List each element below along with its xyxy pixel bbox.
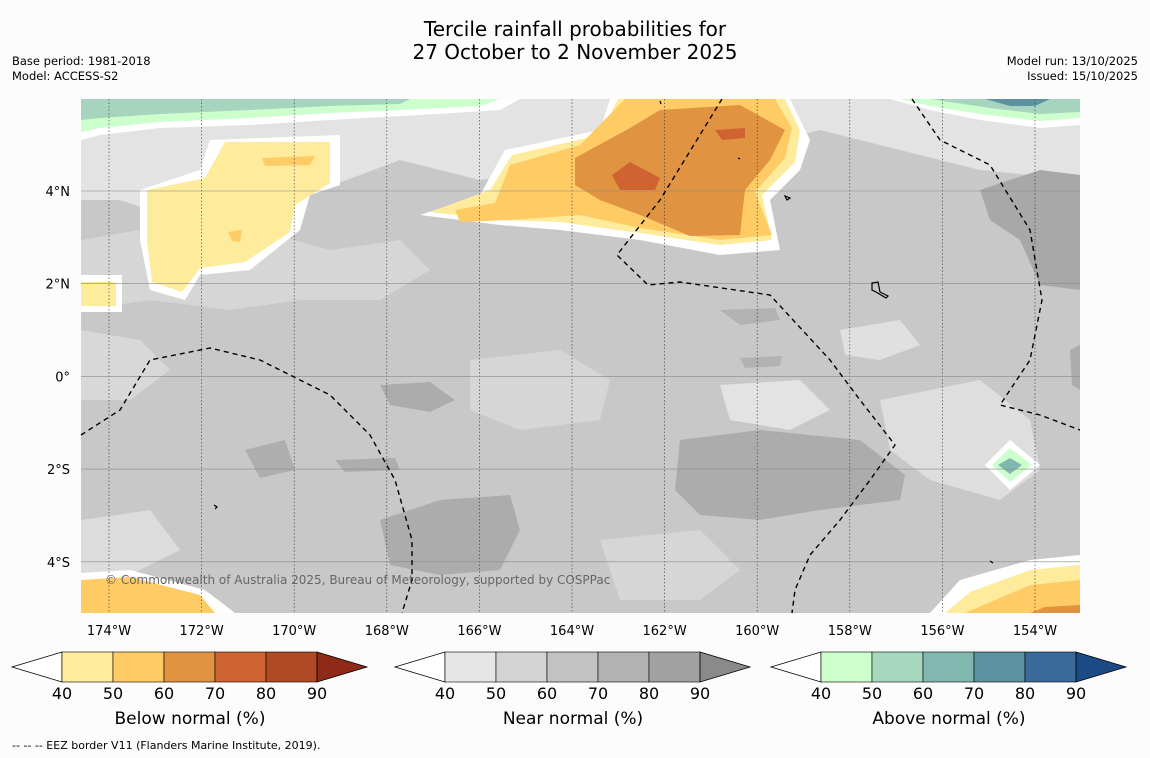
- lon-label: 162°W: [643, 624, 687, 639]
- colorbar-tick: 70: [964, 684, 984, 703]
- model-name: Model: ACCESS-S2: [12, 69, 119, 83]
- colorbar-segment: [546, 651, 599, 683]
- eez-borders: [80, 98, 1081, 614]
- colorbar-segment: [648, 651, 701, 683]
- colorbar-tick: 80: [639, 684, 659, 703]
- colorbar-tick: 40: [435, 684, 455, 703]
- lon-label: 166°W: [457, 624, 501, 639]
- colorbar-segment: [1024, 651, 1077, 683]
- eez-footnote: -- -- -- EEZ border V11 (Flanders Marine…: [12, 739, 321, 752]
- title-line-2: 27 October to 2 November 2025: [412, 40, 738, 64]
- lon-label: 172°W: [180, 624, 224, 639]
- below-normal-colorbar: 40 50 60 70 80 90: [10, 651, 369, 703]
- colorbar-tick: 60: [154, 684, 174, 703]
- lon-label: 160°W: [735, 624, 779, 639]
- colorbar-min-extend: [769, 651, 822, 683]
- lon-label: 170°W: [272, 624, 316, 639]
- colorbar-tick: 70: [205, 684, 225, 703]
- colorbar-tick: 60: [913, 684, 933, 703]
- below-normal-label: Below normal (%): [114, 709, 266, 729]
- lat-label: 2°N: [46, 278, 71, 293]
- colorbar-max-extend: [316, 651, 369, 683]
- colorbar-segment: [973, 651, 1026, 683]
- issued-date: Issued: 15/10/2025: [1027, 69, 1138, 83]
- lat-label: 4°N: [46, 185, 71, 200]
- meta-left: Base period: 1981-2018 Model: ACCESS-S2: [12, 54, 151, 84]
- colorbar-tick: 80: [256, 684, 276, 703]
- colorbar-tick: 50: [486, 684, 506, 703]
- colorbar-tick: 90: [690, 684, 710, 703]
- colorbar-tick: 50: [862, 684, 882, 703]
- meta-right: Model run: 13/10/2025 Issued: 15/10/2025: [1007, 54, 1138, 84]
- map-fill: [81, 99, 1080, 613]
- colorbar-tick: 50: [103, 684, 123, 703]
- lat-label: 4°S: [47, 556, 70, 571]
- lon-label: 164°W: [550, 624, 594, 639]
- colorbar-segment: [265, 651, 318, 683]
- colorbar-segment: [820, 651, 873, 683]
- colorbar-segment: [871, 651, 924, 683]
- lon-label: 156°W: [920, 624, 964, 639]
- colorbar-min-extend: [393, 651, 446, 683]
- title-line-1: Tercile rainfall probabilities for: [423, 17, 727, 41]
- gridlines: [81, 99, 1080, 613]
- colorbar-segment: [922, 651, 975, 683]
- lon-label: 158°W: [828, 624, 872, 639]
- colorbar-segment: [61, 651, 114, 683]
- colorbar-segment: [112, 651, 165, 683]
- colorbar-segment: [163, 651, 216, 683]
- colorbar-tick: 90: [1066, 684, 1086, 703]
- colorbar-tick: 90: [307, 684, 327, 703]
- above-normal-label: Above normal (%): [872, 709, 1026, 729]
- lon-label: 154°W: [1013, 624, 1057, 639]
- islands: [213, 100, 994, 564]
- lon-labels: 174°W 172°W 170°W 168°W 166°W 164°W 162°W 160°W…: [87, 624, 1057, 639]
- colorbar-tick: 40: [811, 684, 831, 703]
- lon-label: 174°W: [87, 624, 131, 639]
- colorbar-tick: 40: [52, 684, 72, 703]
- near-normal-colorbar: 40 50 60 70 80 90: [393, 651, 752, 703]
- colorbar-min-extend: [10, 651, 63, 683]
- model-run: Model run: 13/10/2025: [1006, 54, 1138, 68]
- colorbar-segment: [444, 651, 497, 683]
- lat-label: 0°: [55, 370, 70, 385]
- colorbar-tick: 80: [1015, 684, 1035, 703]
- lon-label: 168°W: [365, 624, 409, 639]
- colorbar-segment: [495, 651, 548, 683]
- copyright-text: © Commonwealth of Australia 2025, Bureau…: [105, 573, 610, 587]
- map-title: Tercile rainfall probabilities for 27 Oc…: [0, 18, 1150, 64]
- base-period: Base period: 1981-2018: [12, 54, 151, 68]
- colorbar-segment: [597, 651, 650, 683]
- above-normal-colorbar: 40 50 60 70 80 90: [769, 651, 1128, 703]
- colorbars: 40 50 60 70 80 90 40 50 60 70 80 90 40 50 60 70 80 90: [10, 651, 1128, 703]
- near-normal-label: Near normal (%): [502, 709, 644, 729]
- colorbar-segment: [214, 651, 267, 683]
- lat-labels: 4°N 2°N 0° 2°S 4°S: [46, 185, 71, 571]
- colorbar-tick: 60: [537, 684, 557, 703]
- colorbar-tick: 70: [588, 684, 608, 703]
- lat-label: 2°S: [47, 463, 70, 478]
- colorbar-max-extend: [699, 651, 752, 683]
- colorbar-max-extend: [1075, 651, 1128, 683]
